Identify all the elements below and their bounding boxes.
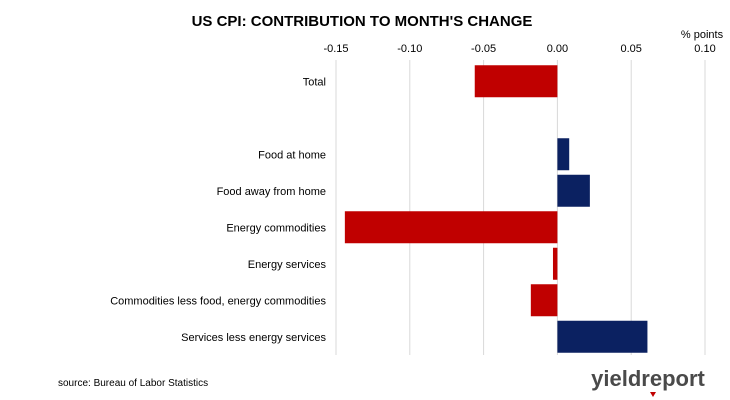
x-tick-label: 0.10	[694, 43, 715, 55]
category-label: Food away from home	[217, 186, 326, 198]
category-label: Energy services	[248, 259, 327, 271]
x-tick-label: 0.00	[547, 43, 568, 55]
bar	[557, 174, 590, 207]
category-label: Commodities less food, energy commoditie…	[110, 295, 326, 307]
category-label: Total	[303, 76, 326, 88]
unit-label: % points	[681, 29, 724, 41]
bar	[474, 65, 558, 98]
x-tick-label: -0.05	[471, 43, 496, 55]
x-axis-ticks: -0.15 -0.10 -0.05 0.00 0.05 0.10	[323, 43, 715, 55]
yieldreport-logo: yieldreport	[591, 366, 705, 391]
x-tick-label: -0.15	[323, 43, 348, 55]
logo-marker-icon	[650, 392, 656, 397]
bar	[557, 138, 570, 171]
category-label: Food at home	[258, 149, 326, 161]
category-label: Services less energy services	[181, 332, 326, 344]
x-tick-label: 0.05	[620, 43, 641, 55]
bars	[344, 65, 648, 353]
chart-title: US CPI: CONTRIBUTION TO MONTH'S CHANGE	[192, 13, 533, 30]
bar	[552, 247, 558, 280]
category-labels: Total Food at home Food away from home Ener…	[110, 76, 326, 344]
bar	[557, 320, 648, 353]
source-note: source: Bureau of Labor Statistics	[58, 378, 208, 389]
category-label: Energy commodities	[226, 222, 326, 234]
bar	[530, 284, 558, 317]
x-tick-label: -0.10	[397, 43, 422, 55]
bar	[344, 211, 558, 244]
grid	[335, 60, 706, 355]
